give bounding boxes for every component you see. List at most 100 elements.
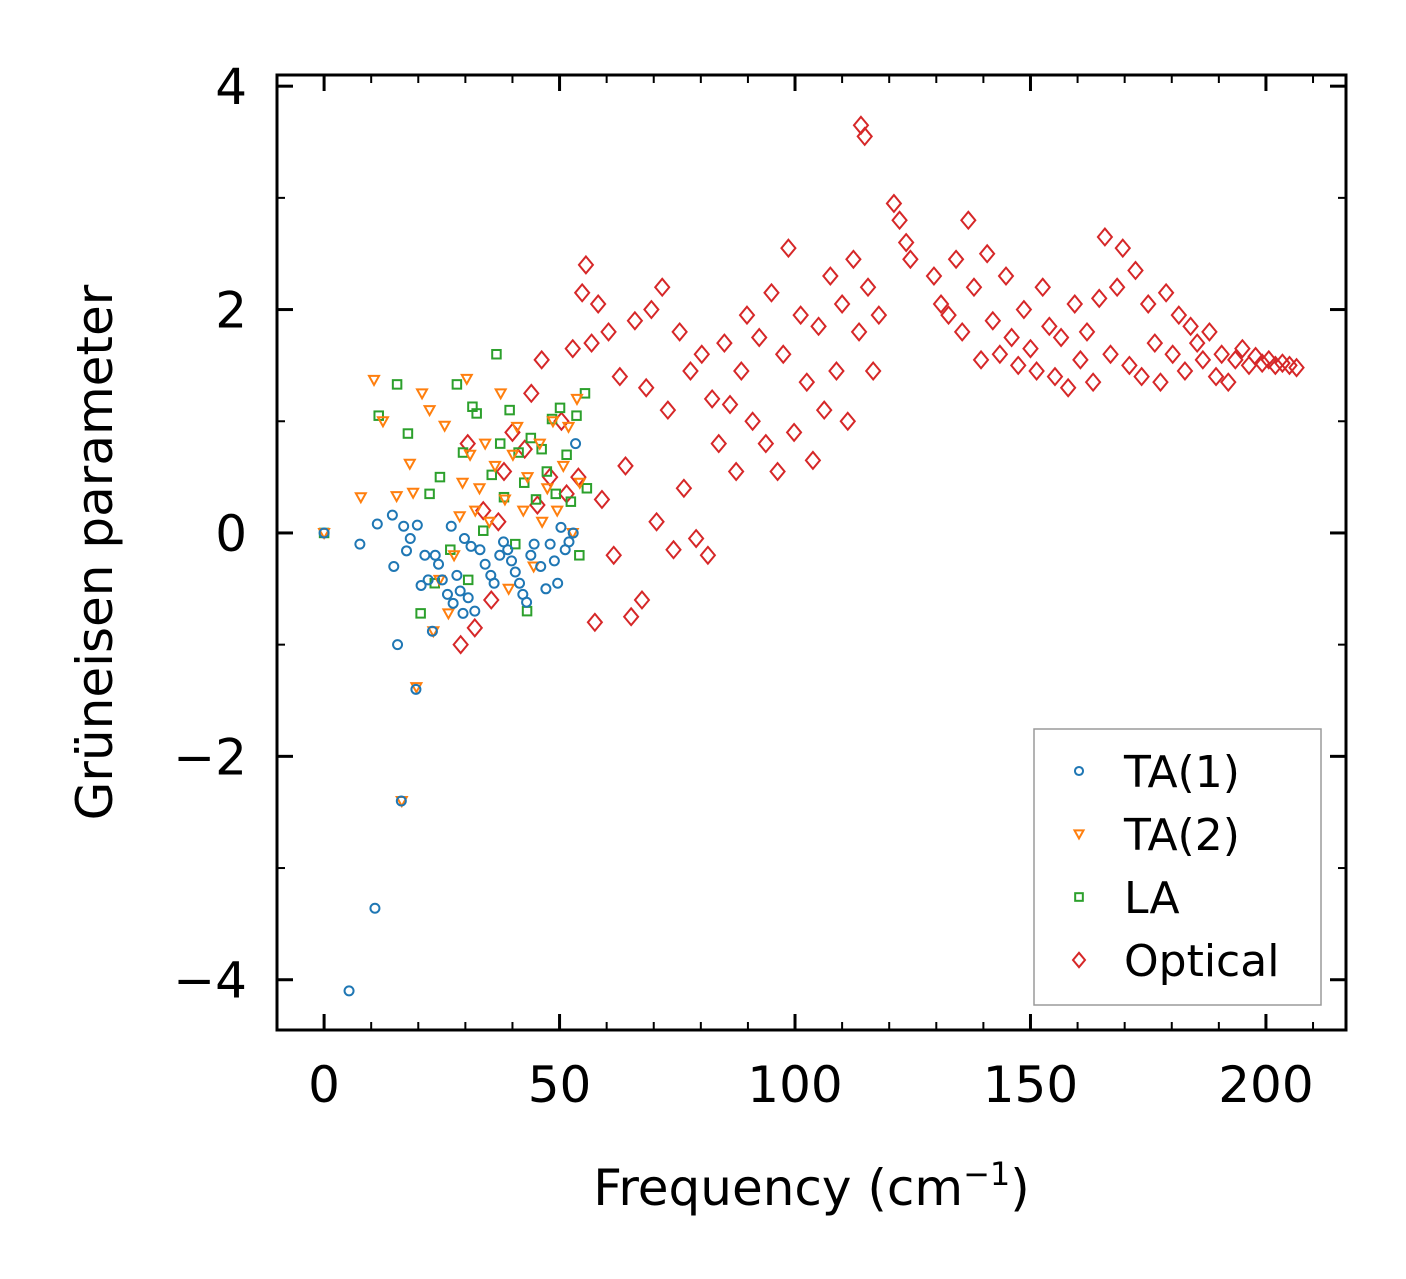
data-point [541, 466, 553, 477]
data-point [750, 327, 768, 348]
data-point [703, 388, 721, 409]
data-point [1288, 357, 1305, 378]
data-point [1041, 316, 1058, 337]
data-point [570, 393, 584, 406]
data-point [501, 583, 516, 596]
data-point [510, 538, 521, 550]
data-point [850, 321, 868, 342]
x-tick-label: 100 [747, 1056, 842, 1114]
data-point [343, 985, 355, 997]
data-point [468, 505, 482, 518]
data-point [856, 126, 874, 147]
data-point [1139, 294, 1157, 314]
data-point [455, 477, 470, 490]
data-point [563, 536, 575, 548]
data-point [506, 449, 520, 462]
data-point [785, 422, 803, 443]
data-point [520, 472, 535, 485]
x-tick-label: 0 [308, 1056, 340, 1114]
axes: 0 50 100 150 200 −4 −2 0 2 4 [173, 58, 1346, 1114]
data-point [1090, 288, 1108, 309]
data-point [593, 489, 611, 510]
data-point [561, 449, 572, 461]
data-point [488, 577, 500, 589]
data-point [573, 477, 587, 490]
data-point [659, 400, 677, 421]
series-ta-2- [317, 373, 587, 809]
data-point [902, 249, 919, 270]
data-point [845, 249, 862, 270]
data-point [1176, 361, 1194, 381]
legend-entry: TA(2) [1072, 810, 1240, 861]
legend-label: TA(2) [1123, 810, 1240, 861]
data-point [463, 449, 477, 462]
data-point [410, 683, 422, 695]
data-point [744, 411, 761, 432]
data-point [633, 590, 651, 610]
data-point [565, 496, 577, 507]
data-point [953, 321, 971, 342]
data-point [567, 527, 579, 539]
data-point [318, 527, 330, 539]
data-point [699, 545, 717, 566]
data-point [626, 310, 644, 331]
data-point [1182, 316, 1199, 337]
data-point [486, 469, 497, 481]
data-point [1164, 344, 1182, 365]
data-point [548, 555, 560, 567]
data-point [502, 544, 514, 556]
data-point [494, 549, 506, 561]
data-point [513, 447, 524, 458]
data-point [727, 461, 745, 482]
data-point [518, 477, 530, 488]
data-point [506, 555, 518, 567]
data-point [859, 277, 877, 298]
data-point [738, 305, 756, 326]
data-point [1015, 299, 1033, 320]
data-point [571, 410, 582, 421]
data-point [733, 361, 750, 381]
legend-entry: Optical [1071, 936, 1279, 987]
data-point [864, 361, 882, 381]
data-point [458, 533, 470, 545]
data-point [1219, 372, 1237, 393]
data-point [411, 519, 423, 531]
data-point [693, 344, 711, 365]
legend-marker [1071, 951, 1087, 969]
data-point [643, 299, 660, 320]
legend-label: TA(1) [1123, 747, 1240, 798]
data-point [577, 254, 595, 275]
data-point [774, 344, 792, 365]
data-point [637, 377, 655, 398]
data-point [570, 438, 582, 450]
y-tick-label: 2 [215, 282, 247, 340]
series-la [318, 348, 593, 619]
data-point [462, 592, 474, 604]
legend-entry: TA(1) [1073, 747, 1240, 798]
data-point [1234, 338, 1251, 359]
data-point [392, 639, 404, 651]
data-point [1022, 338, 1039, 359]
data-point [403, 458, 417, 471]
data-point [504, 422, 521, 443]
data-point [1108, 277, 1126, 298]
data-point [810, 316, 827, 337]
data-point [389, 491, 404, 504]
data-point [798, 372, 816, 393]
data-point [466, 617, 484, 638]
data-point [561, 421, 576, 434]
data-point [367, 374, 381, 387]
data-point [1170, 305, 1188, 326]
data-point [535, 516, 549, 529]
data-point [1066, 294, 1084, 314]
data-point [984, 310, 1002, 331]
data-point [426, 625, 438, 637]
data-point [653, 277, 671, 298]
y-axis-label: Grüneisen parameter [66, 284, 124, 820]
data-point [716, 333, 733, 354]
data-point [940, 305, 957, 326]
data-point [401, 545, 413, 557]
data-point [441, 588, 453, 600]
legend: TA(1) TA(2) LA Optical [1033, 728, 1322, 1006]
data-point [395, 795, 407, 807]
